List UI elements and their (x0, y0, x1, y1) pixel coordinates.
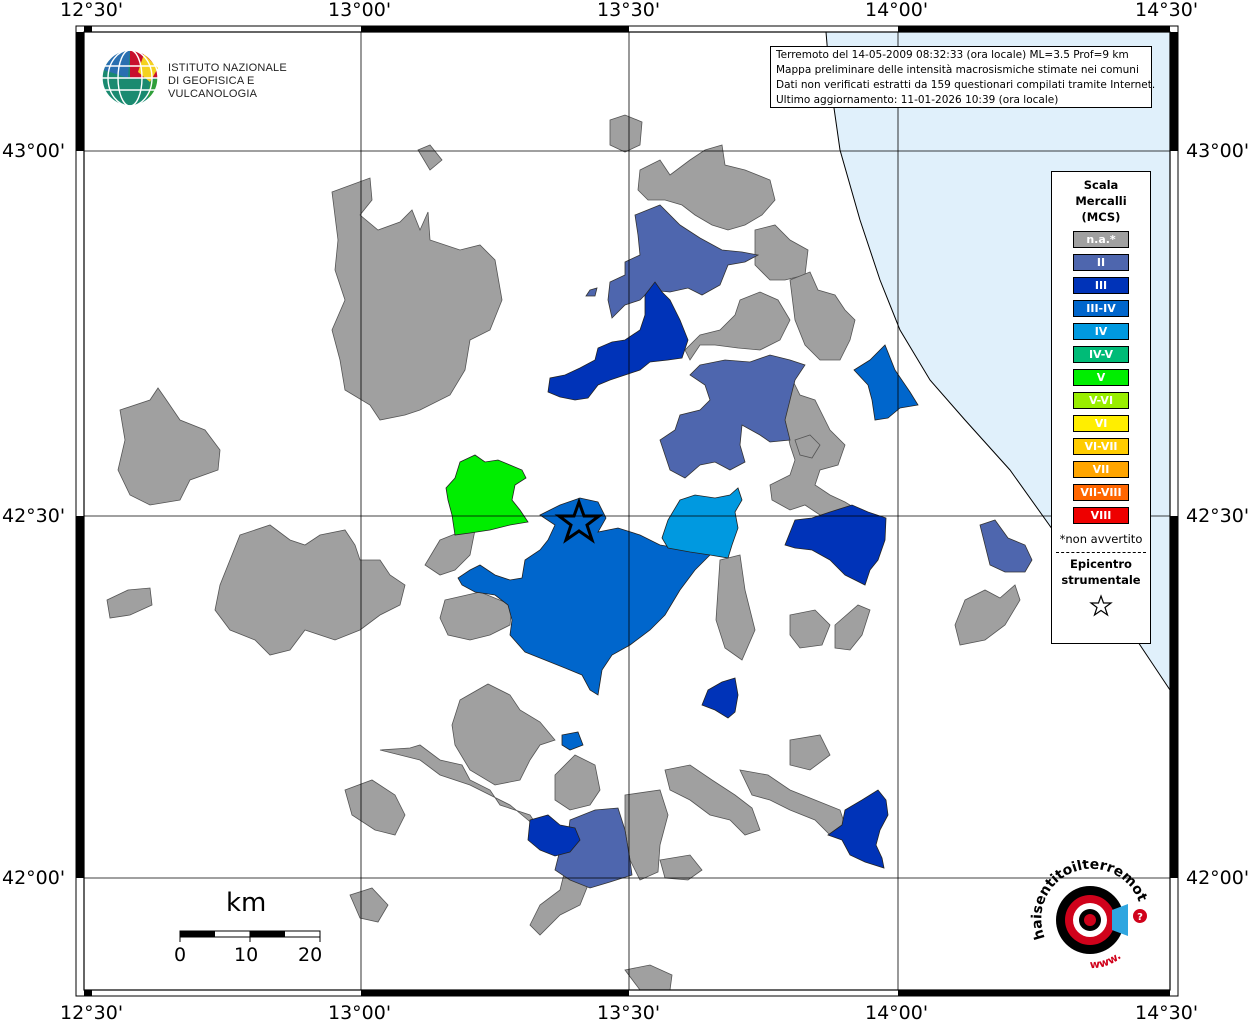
tick-top-4: 14°00' (865, 0, 929, 21)
legend-item: V-VI (1073, 392, 1129, 409)
ingv-line-1: ISTITUTO NAZIONALE (168, 62, 287, 74)
legend-item: VII-VIII (1073, 484, 1129, 501)
tick-left-1: 43°00' (2, 140, 66, 162)
legend-epicenter-2: strumentale (1061, 573, 1141, 587)
municipality-v (445, 454, 529, 536)
legend-epicenter-1: Epicentro (1070, 557, 1132, 571)
tick-bottom-2: 13°00' (328, 1002, 392, 1024)
ingv-line-2: DI GEOFISICA E VULCANOLOGIA (168, 75, 258, 100)
tick-top-3: 13°30' (597, 0, 661, 21)
tick-right-2: 42°30' (1186, 505, 1250, 527)
tick-bottom-1: 12°30' (60, 1002, 124, 1024)
event-info-box: Terremoto del 14-05-2009 08:32:33 (ora l… (770, 46, 1156, 108)
event-info-line-1: Terremoto del 14-05-2009 08:32:33 (ora l… (776, 49, 1129, 61)
legend-title-2: Mercalli (1075, 194, 1127, 208)
tick-left-2: 42°30' (2, 505, 66, 527)
municipalities-ii (554, 204, 1033, 889)
event-info-line-4: Ultimo aggiornamento: 11-01-2026 10:39 (… (776, 94, 1059, 106)
legend-item: IV-V (1073, 346, 1129, 363)
legend-items: n.a.* II III III-IV IV IV-V V V-VI VI VI-VII VII VI… (1052, 231, 1150, 524)
tick-bottom-5: 14°30' (1135, 1002, 1199, 1024)
event-info-line-2: Mappa preliminare delle intensità macros… (776, 64, 1139, 76)
municipality-iv (661, 487, 743, 559)
legend-item: VII (1073, 461, 1129, 478)
legend-item: V (1073, 369, 1129, 386)
legend-item: II (1073, 254, 1129, 271)
tick-left-3: 42°00' (2, 867, 66, 889)
scale-label-20: 20 (298, 944, 323, 966)
scale-label-0: 0 (174, 944, 187, 966)
tick-right-1: 43°00' (1186, 140, 1250, 162)
mcs-legend: Scala Mercalli (MCS) n.a.* II III III-IV IV I… (1051, 171, 1151, 644)
legend-item: VIII (1073, 507, 1129, 524)
municipalities-not-felt (106, 114, 1021, 991)
ingv-logo: ISTITUTO NAZIONALE DI GEOFISICA E VULCAN… (100, 48, 320, 110)
map-frame (75, 25, 1179, 997)
legend-title-3: (MCS) (1081, 210, 1121, 224)
legend-note: *non avvertito (1059, 532, 1143, 546)
municipalities-iii (527, 281, 889, 869)
tick-top-2: 13°00' (328, 0, 392, 21)
legend-item: n.a.* (1073, 231, 1129, 248)
scale-unit: km (226, 888, 267, 918)
tick-top-1: 12°30' (60, 0, 124, 21)
event-info-line-3: Dati non verificati estratti da 159 ques… (776, 79, 1156, 91)
svg-text:?: ? (1137, 912, 1143, 923)
legend-item: III (1073, 277, 1129, 294)
legend-separator (1056, 552, 1146, 553)
tick-right-3: 42°00' (1186, 867, 1250, 889)
tick-top-5: 14°30' (1135, 0, 1199, 21)
haisentito-logo: ? haisentitoilterremoto.it www. (1025, 848, 1150, 980)
tick-bottom-3: 13°30' (597, 1002, 661, 1024)
legend-item: IV (1073, 323, 1129, 340)
scale-ruler (179, 930, 321, 942)
graticule (84, 32, 1170, 990)
municipalities-iii-iv (457, 344, 919, 751)
scale-label-10: 10 (234, 944, 259, 966)
epicenter-star-icon (554, 497, 604, 544)
legend-star-icon (1089, 594, 1113, 617)
globe-icon (101, 49, 159, 107)
legend-item: VI-VII (1073, 438, 1129, 455)
legend-title-1: Scala (1083, 178, 1119, 192)
legend-item: III-IV (1073, 300, 1129, 317)
scale-bar: km 0 10 20 (170, 888, 330, 968)
tick-bottom-4: 14°00' (865, 1002, 929, 1024)
legend-item: VI (1073, 415, 1129, 432)
